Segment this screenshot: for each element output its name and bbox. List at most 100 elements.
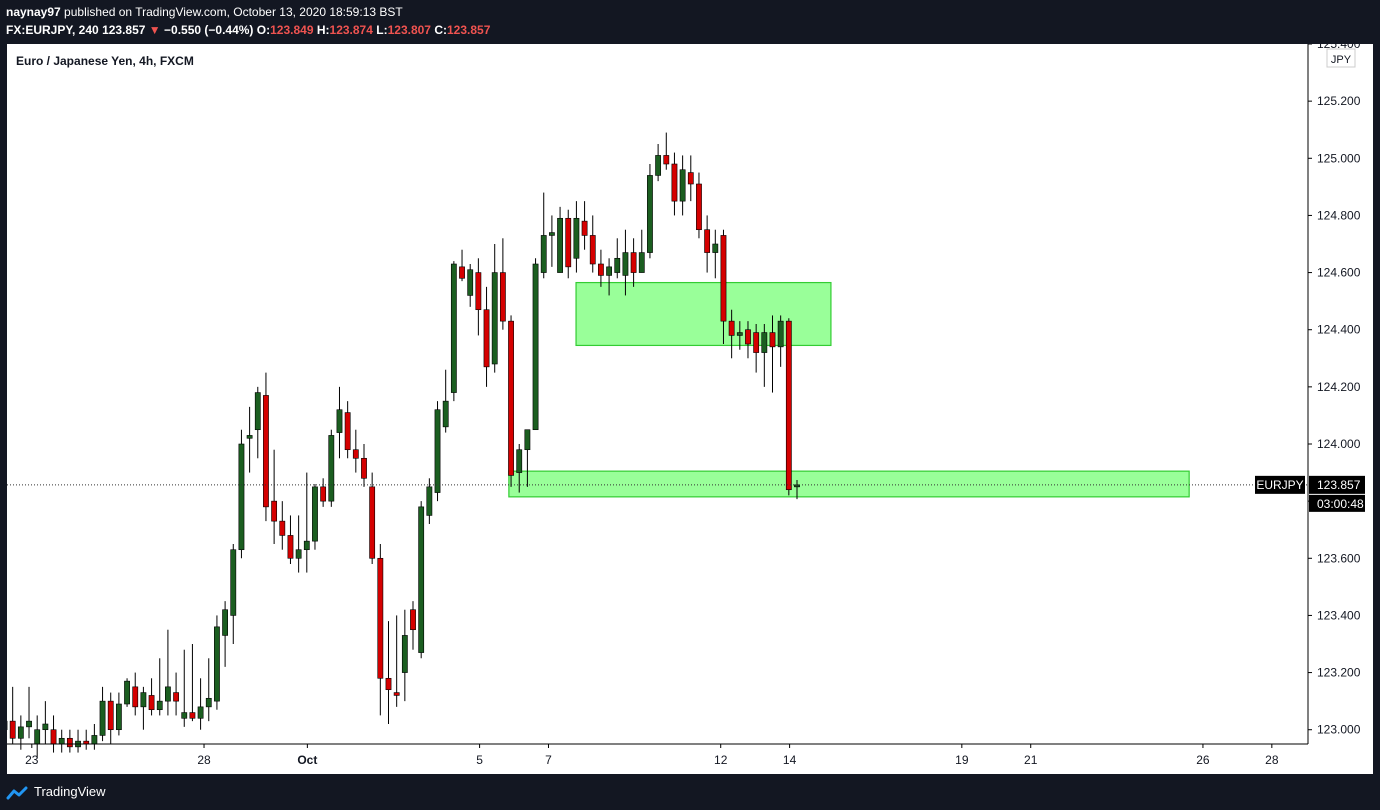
- candle: [91, 724, 98, 750]
- candle: [320, 478, 327, 507]
- candle: [589, 215, 596, 273]
- chart-area[interactable]: 123.000123.200123.400123.600123.800124.0…: [7, 44, 1373, 774]
- zone-rect-1[interactable]: [575, 281, 832, 347]
- zone-rect-2[interactable]: [508, 470, 1190, 498]
- candle: [442, 369, 449, 433]
- candle-body: [214, 626, 220, 702]
- candle-body: [369, 486, 376, 559]
- candle-body: [254, 392, 261, 431]
- candle: [679, 155, 686, 216]
- currency-label: JPY: [1331, 54, 1352, 66]
- candle-body: [230, 549, 237, 616]
- candle: [540, 192, 547, 279]
- candle-body: [303, 540, 310, 551]
- high-label: H:: [316, 23, 330, 37]
- candle: [769, 315, 776, 393]
- candle: [475, 258, 482, 336]
- candle-body: [91, 735, 98, 745]
- candle: [777, 315, 784, 367]
- x-tick-label: Oct: [297, 753, 317, 767]
- candle-body: [205, 697, 212, 708]
- candle: [516, 444, 523, 493]
- candle-body: [26, 720, 32, 728]
- candle-body: [279, 520, 286, 536]
- candle: [271, 449, 278, 544]
- candle-body: [565, 217, 572, 268]
- x-tick-label: 14: [783, 753, 797, 767]
- brand-name[interactable]: TradingView: [34, 784, 106, 799]
- symbol-info: FX:EURJPY, 240 123.857 ▼ −0.550 (−0.44%)…: [6, 23, 490, 37]
- candle-body: [785, 320, 792, 491]
- candle-body: [17, 726, 24, 739]
- candle-body: [728, 320, 735, 336]
- candle: [728, 309, 735, 359]
- candle-body: [58, 737, 65, 745]
- candle: [638, 229, 645, 273]
- x-tick-label: 23: [25, 753, 39, 767]
- candle-body: [9, 720, 16, 739]
- candle-body: [532, 263, 539, 431]
- close-label: C:: [434, 23, 447, 37]
- candle: [75, 729, 81, 753]
- candle: [214, 615, 220, 710]
- open-label: O:: [256, 23, 271, 37]
- candle: [173, 672, 179, 716]
- candle: [598, 249, 604, 287]
- y-tick-label: 123.200: [1317, 666, 1361, 680]
- candle-body: [687, 172, 694, 185]
- x-tick-label: 12: [714, 753, 728, 767]
- tradingview-logo-icon[interactable]: [6, 785, 30, 801]
- candle: [418, 501, 425, 659]
- candle: [704, 215, 711, 273]
- candle: [295, 515, 302, 573]
- candle-body: [557, 217, 563, 273]
- candle-body: [761, 332, 768, 353]
- candle-body: [426, 486, 433, 516]
- candle: [132, 672, 139, 716]
- candle: [483, 286, 490, 387]
- candle: [279, 501, 286, 550]
- candle: [745, 321, 751, 359]
- candle-body: [287, 535, 294, 559]
- candle: [124, 678, 130, 707]
- candle: [450, 261, 457, 402]
- candle: [622, 229, 629, 296]
- x-tick-label: 19: [955, 753, 969, 767]
- candle: [401, 609, 408, 702]
- high-value: 123.874: [329, 23, 373, 37]
- author-name[interactable]: naynay97: [6, 5, 61, 19]
- candle: [614, 238, 621, 279]
- candle: [26, 686, 32, 739]
- candle: [83, 729, 90, 750]
- candle: [328, 429, 335, 507]
- candle: [230, 544, 237, 644]
- y-tick-label: 123.400: [1317, 608, 1361, 622]
- candle-body: [483, 309, 490, 368]
- candle-body: [418, 506, 425, 653]
- currency-badge: [1326, 48, 1356, 68]
- candle-body: [410, 609, 416, 631]
- candle-body: [671, 163, 678, 202]
- candle-body: [450, 263, 457, 393]
- candle: [581, 201, 588, 250]
- candle: [181, 649, 188, 727]
- candle-body: [745, 329, 751, 345]
- y-tick-label: 125.400: [1317, 44, 1361, 51]
- candle-body: [655, 155, 662, 176]
- candle-body: [614, 257, 621, 273]
- candle-body: [696, 183, 702, 231]
- candle: [34, 715, 41, 759]
- countdown-tag: [1309, 494, 1365, 512]
- candle-body: [769, 332, 776, 348]
- candle: [647, 164, 653, 259]
- candle: [508, 315, 514, 487]
- candle-body: [573, 217, 580, 259]
- low-label: L:: [376, 23, 388, 37]
- candle-body: [336, 409, 343, 433]
- candle: [548, 215, 555, 267]
- candlestick-chart[interactable]: 123.000123.200123.400123.600123.800124.0…: [7, 44, 1373, 774]
- symbol-tag-label: EURJPY: [1256, 478, 1303, 492]
- candle-body: [328, 435, 335, 502]
- candle-body: [295, 549, 302, 559]
- candle-body: [736, 332, 743, 336]
